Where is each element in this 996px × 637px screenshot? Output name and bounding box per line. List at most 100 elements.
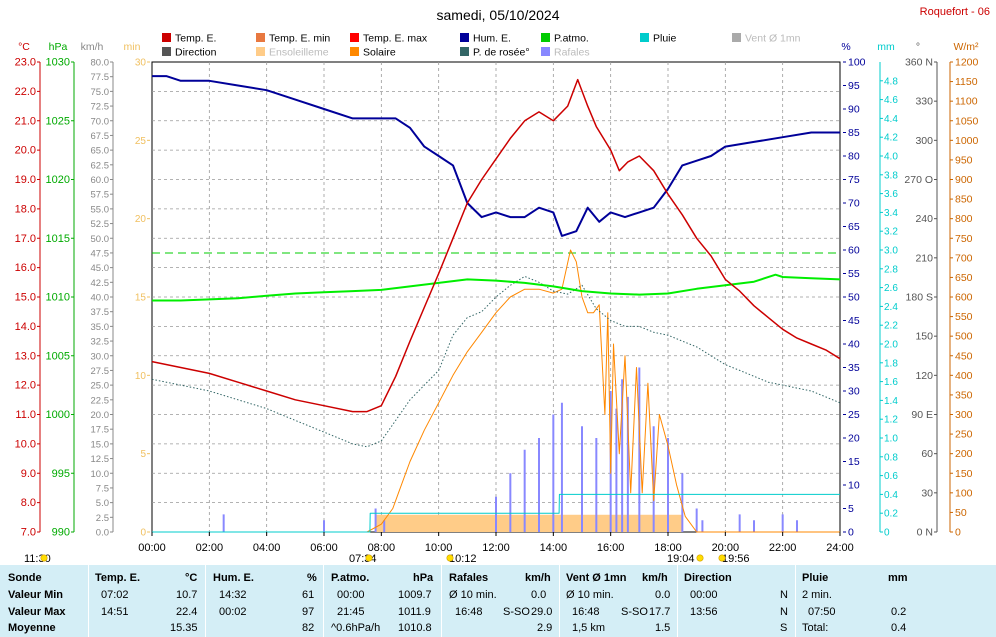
pct-axis-tick-label: 45: [848, 315, 860, 327]
wind-max-dir: S-SO: [621, 606, 648, 618]
mm-axis-tick-label: 1.0: [884, 434, 898, 445]
kmh-axis-tick-label: 65.0: [91, 146, 110, 157]
wm2-axis-tick-label: 750: [955, 233, 973, 245]
wm2-axis-tick-label: 1200: [955, 57, 979, 69]
mm-axis-tick-label: 1.8: [884, 358, 898, 369]
patm-min-time: 00:00: [337, 589, 365, 601]
temp-axis-tick-label: 10.0: [15, 438, 36, 450]
sun-marker-icon: [365, 554, 373, 562]
hpa-axis-tick-label: 1015: [46, 233, 70, 245]
pct-axis-tick-label: 65: [848, 221, 860, 233]
kmh-axis-tick-label: 25.0: [91, 381, 110, 392]
deg-axis-tick-label: 0 N: [917, 527, 933, 539]
temp-unit: °C: [185, 572, 198, 584]
pct-axis-tick-label: 75: [848, 174, 860, 186]
wm2-axis-tick-label: 600: [955, 292, 973, 304]
event-sunset-b: 19:56: [722, 553, 750, 565]
kmh-axis-tick-label: 57.5: [91, 190, 110, 201]
kmh-axis-tick-label: 10.0: [91, 469, 110, 480]
wm2-axis-tick-label: 1000: [955, 135, 979, 147]
rain-unit: mm: [888, 572, 908, 584]
gust-max: 29.0: [531, 606, 553, 618]
temp-axis-tick-label: 20.0: [15, 145, 36, 157]
x-tick-label: 22:00: [769, 542, 797, 554]
series-p-de-ros-e-line: [151, 275, 841, 448]
kmh-axis-tick-label: 7.5: [96, 483, 109, 494]
wm2-axis-tick-label: 250: [955, 429, 973, 441]
hum-max-time: 00:02: [219, 606, 247, 618]
deg-axis-tick-label: 210: [915, 252, 933, 264]
rain-max-time: 07:50: [808, 606, 836, 618]
hpa-axis-tick-label: 1010: [46, 292, 70, 304]
legend-label: Direction: [175, 47, 217, 59]
temp-axis-tick-label: 13.0: [15, 350, 36, 362]
deg-axis-tick-label: 330: [915, 96, 933, 108]
hum-min: 61: [302, 589, 315, 601]
temp-axis-tick-label: 19.0: [15, 174, 36, 186]
hum-max: 97: [302, 606, 315, 618]
deg-axis-tick-label: 60: [921, 448, 933, 460]
kmh-axis-tick-label: 77.5: [91, 72, 110, 83]
legend-label: P.atmo.: [554, 33, 589, 45]
legend-swatch: [256, 47, 265, 56]
wm2-axis-tick-label: 1150: [955, 76, 978, 88]
legend-label: Ensoleilleme: [269, 47, 329, 59]
kmh-axis-tick-label: 45.0: [91, 263, 110, 274]
mm-axis-tick-label: 4.8: [884, 76, 898, 87]
event-sunrise: 07:34: [349, 553, 377, 565]
deg-axis-tick-label: 90 E: [911, 409, 933, 421]
wm2-axis-tick-label: 300: [955, 409, 973, 421]
dir-header: Direction: [684, 572, 732, 584]
series-pluie-line: [152, 493, 840, 533]
separator: [677, 565, 678, 637]
wind-max: 17.7: [649, 606, 671, 618]
pct-axis-tick-label: 95: [848, 80, 860, 92]
wm2-axis-tick-label: 700: [955, 252, 973, 264]
pct-axis-tick-label: 85: [848, 127, 860, 139]
hpa-unit-label: hPa: [49, 41, 68, 53]
chart-marks: [151, 75, 841, 533]
separator: [88, 565, 89, 637]
hum-unit: %: [307, 572, 317, 584]
legend-swatch: [350, 47, 359, 56]
temp-min: 10.7: [176, 589, 198, 601]
legend-label: Solaire: [363, 47, 396, 59]
kmh-unit-label: km/h: [81, 41, 104, 53]
x-tick-label: 12:00: [482, 542, 510, 554]
dir-max: N: [780, 606, 788, 618]
kmh-axis-tick-label: 75.0: [91, 87, 110, 98]
row-label-sonde: Sonde: [8, 572, 42, 584]
legend-swatch: [460, 33, 469, 42]
kmh-axis-tick-label: 5.0: [96, 498, 109, 509]
gust-max-time: 16:48: [455, 606, 483, 618]
wm2-axis-tick-label: 0: [955, 527, 961, 539]
legend-swatch: [162, 33, 171, 42]
legend-label: Vent Ø 1mn: [745, 33, 801, 45]
kmh-axis-tick-label: 42.5: [91, 278, 110, 289]
wm2-axis-tick-label: 800: [955, 213, 973, 225]
legend-label: Temp. E. min: [269, 33, 330, 45]
hpa-axis-tick-label: 995: [52, 468, 70, 480]
sun-marker-icon: [696, 554, 704, 562]
temp-max-time: 14:51: [101, 606, 129, 618]
gust-min-label: Ø 10 min.: [449, 589, 497, 601]
kmh-axis-tick-label: 47.5: [91, 248, 110, 259]
patm-max: 1011.9: [398, 606, 431, 618]
temp-axis-tick-label: 7.0: [21, 527, 36, 539]
min-axis-tick-label: 15: [135, 293, 147, 304]
x-tick-label: 14:00: [540, 542, 568, 554]
temp-axis-tick-label: 22.0: [15, 86, 36, 98]
temp-axis-tick-label: 9.0: [21, 468, 36, 480]
legend-label: Temp. E. max: [363, 33, 428, 45]
min-axis-tick-label: 20: [135, 214, 147, 225]
legend-label: Temp. E.: [175, 33, 216, 45]
dir-min-time: 00:00: [690, 589, 718, 601]
mm-axis-tick-label: 4.2: [884, 133, 898, 144]
deg-axis-tick-label: 120: [915, 370, 933, 382]
rain-min-label: 2 min.: [802, 589, 832, 601]
patm-unit: hPa: [413, 572, 434, 584]
wind-header: Vent Ø 1mn: [566, 572, 627, 584]
temp-axis-tick-label: 16.0: [15, 262, 36, 274]
dir-max-time: 13:56: [690, 606, 718, 618]
hpa-axis-tick-label: 1000: [46, 409, 70, 421]
